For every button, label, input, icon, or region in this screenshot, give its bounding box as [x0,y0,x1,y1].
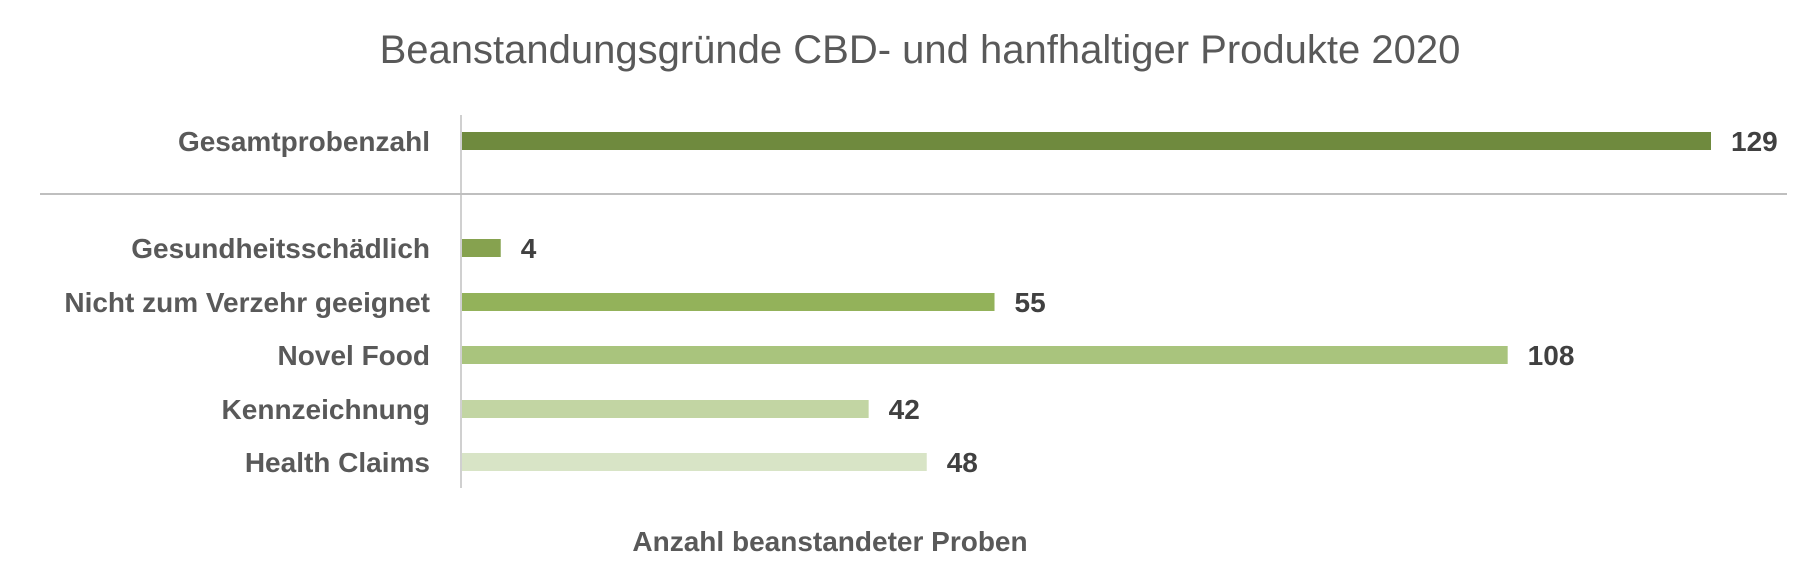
value-label-novel-food: 108 [1528,340,1575,371]
bar-nicht-zum-verzehr-geeignet [462,293,995,311]
value-label-kennzeichnung: 42 [889,394,920,425]
x-axis-title: Anzahl beanstandeter Proben [632,526,1027,557]
value-label-gesundheitsschädlich: 4 [521,233,537,264]
chart-title: Beanstandungsgründe CBD- und hanfhaltige… [380,28,1461,72]
category-label-nicht-zum-verzehr-geeignet: Nicht zum Verzehr geeignet [64,287,430,318]
category-label-gesamtprobenzahl: Gesamtprobenzahl [178,126,430,157]
value-label-gesamtprobenzahl: 129 [1731,126,1778,157]
bar-novel-food [462,346,1508,364]
category-label-kennzeichnung: Kennzeichnung [222,394,430,425]
category-label-health-claims: Health Claims [245,447,430,478]
category-label-novel-food: Novel Food [278,340,430,371]
bar-health-claims [462,453,927,471]
bar-gesundheitsschädlich [462,239,501,257]
bar-kennzeichnung [462,400,869,418]
category-label-gesundheitsschädlich: Gesundheitsschädlich [131,233,430,264]
bar-gesamtprobenzahl [462,132,1711,150]
value-label-nicht-zum-verzehr-geeignet: 55 [1015,287,1046,318]
value-label-health-claims: 48 [947,447,978,478]
bars: Gesamtprobenzahl 129 Gesundheitsschädlich 4… [64,126,1777,478]
